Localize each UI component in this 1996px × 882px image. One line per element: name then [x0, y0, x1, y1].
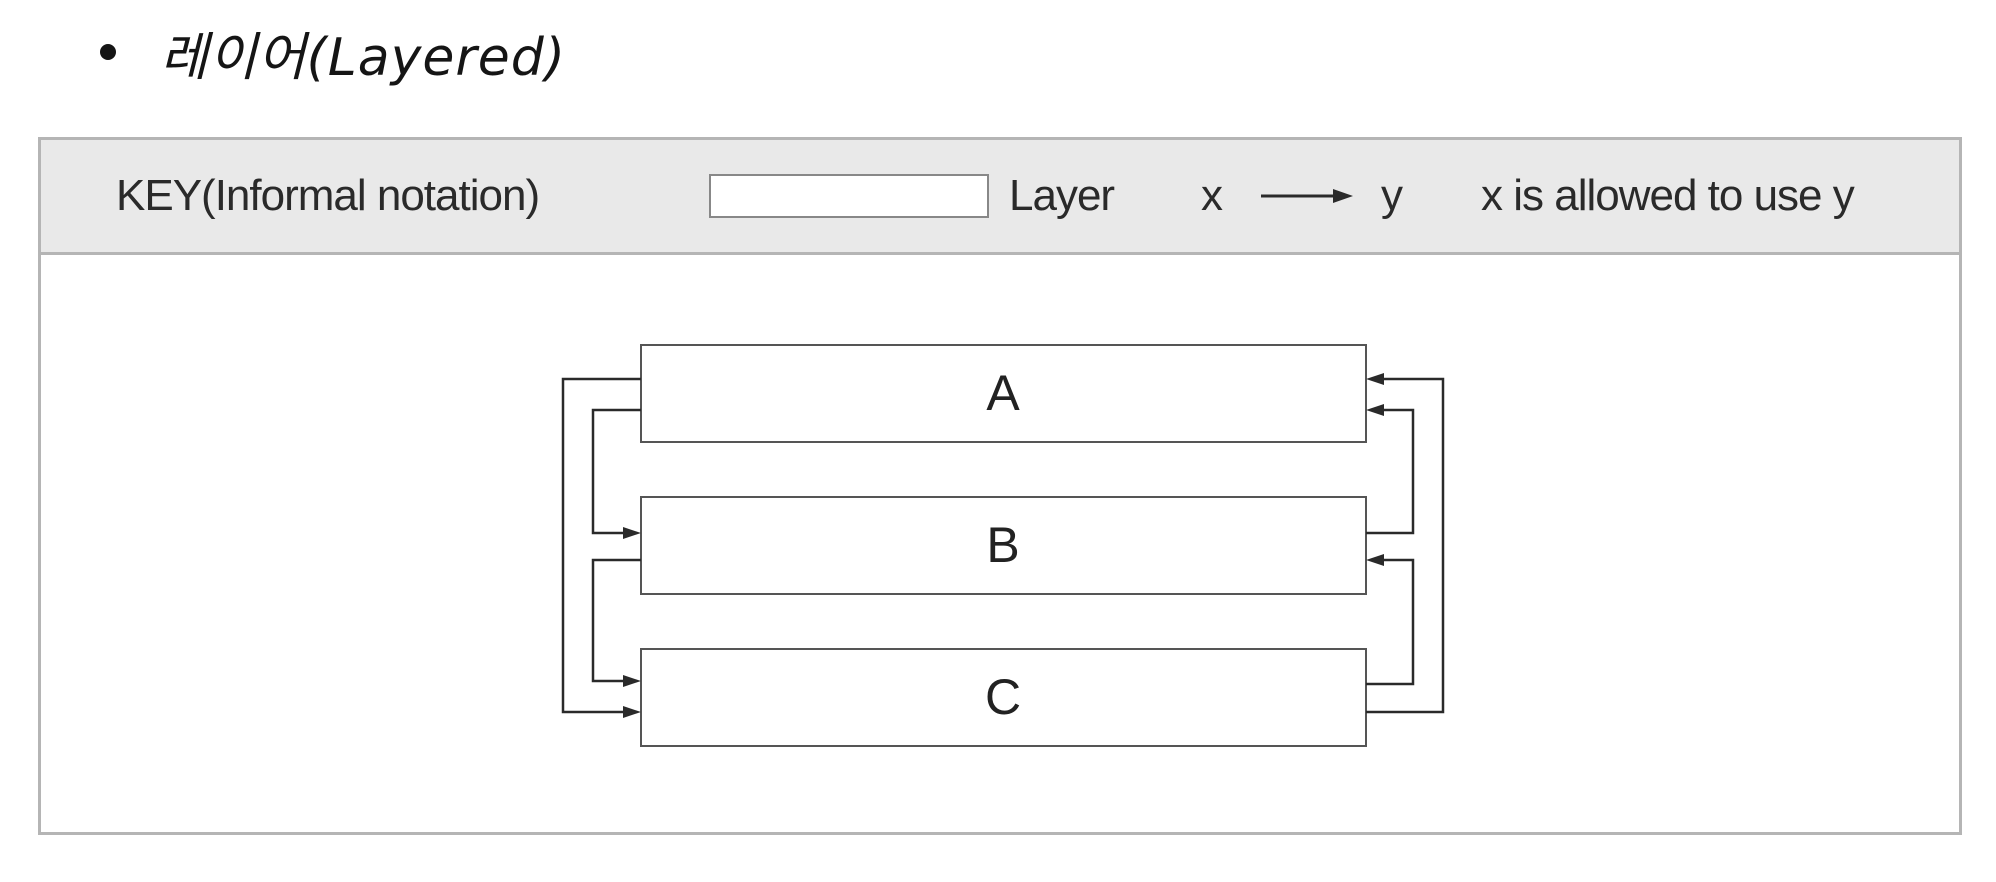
page-title: 레이어(Layered)	[160, 27, 567, 88]
diagram-frame: KEY(Informal notation) Layer x y x is al…	[38, 137, 1962, 835]
legend-relation-desc: x is allowed to use y	[1481, 171, 1855, 220]
layer-b-label: B	[986, 517, 1019, 573]
layer-a-label: A	[986, 365, 1020, 421]
connector-b-to-a	[1366, 408, 1415, 535]
arrowhead-c-to-b	[1366, 554, 1384, 566]
layer-b-box	[640, 496, 1367, 595]
legend-layer-label: Layer	[1009, 171, 1115, 220]
key-title: KEY(Informal notation)	[116, 171, 540, 220]
arrowhead-c-to-a	[1366, 373, 1384, 385]
title-row: 레이어(Layered)	[100, 12, 566, 92]
layer-diagram: A B C	[561, 344, 1445, 747]
bullet-icon	[100, 44, 116, 60]
connector-b-to-c	[591, 558, 641, 683]
layer-c-box	[640, 648, 1367, 747]
layer-a-box	[640, 344, 1367, 443]
connector-a-to-c	[561, 377, 641, 714]
legend-layer-box	[709, 174, 989, 218]
legend-arrow-icon	[1261, 189, 1353, 203]
arrowhead-a-to-b	[623, 527, 641, 539]
connector-a-to-b	[591, 408, 641, 535]
key-legend-bar: KEY(Informal notation) Layer x y x is al…	[41, 140, 1959, 255]
legend-x-label: x	[1201, 171, 1223, 220]
layer-c-label: C	[985, 669, 1021, 725]
arrowhead-b-to-c	[623, 675, 641, 687]
connector-c-to-a	[1366, 377, 1445, 714]
connector-c-to-b	[1366, 558, 1415, 686]
legend-y-label: y	[1381, 171, 1403, 220]
arrowhead-a-to-c	[623, 706, 641, 718]
arrowhead-b-to-a	[1366, 404, 1384, 416]
